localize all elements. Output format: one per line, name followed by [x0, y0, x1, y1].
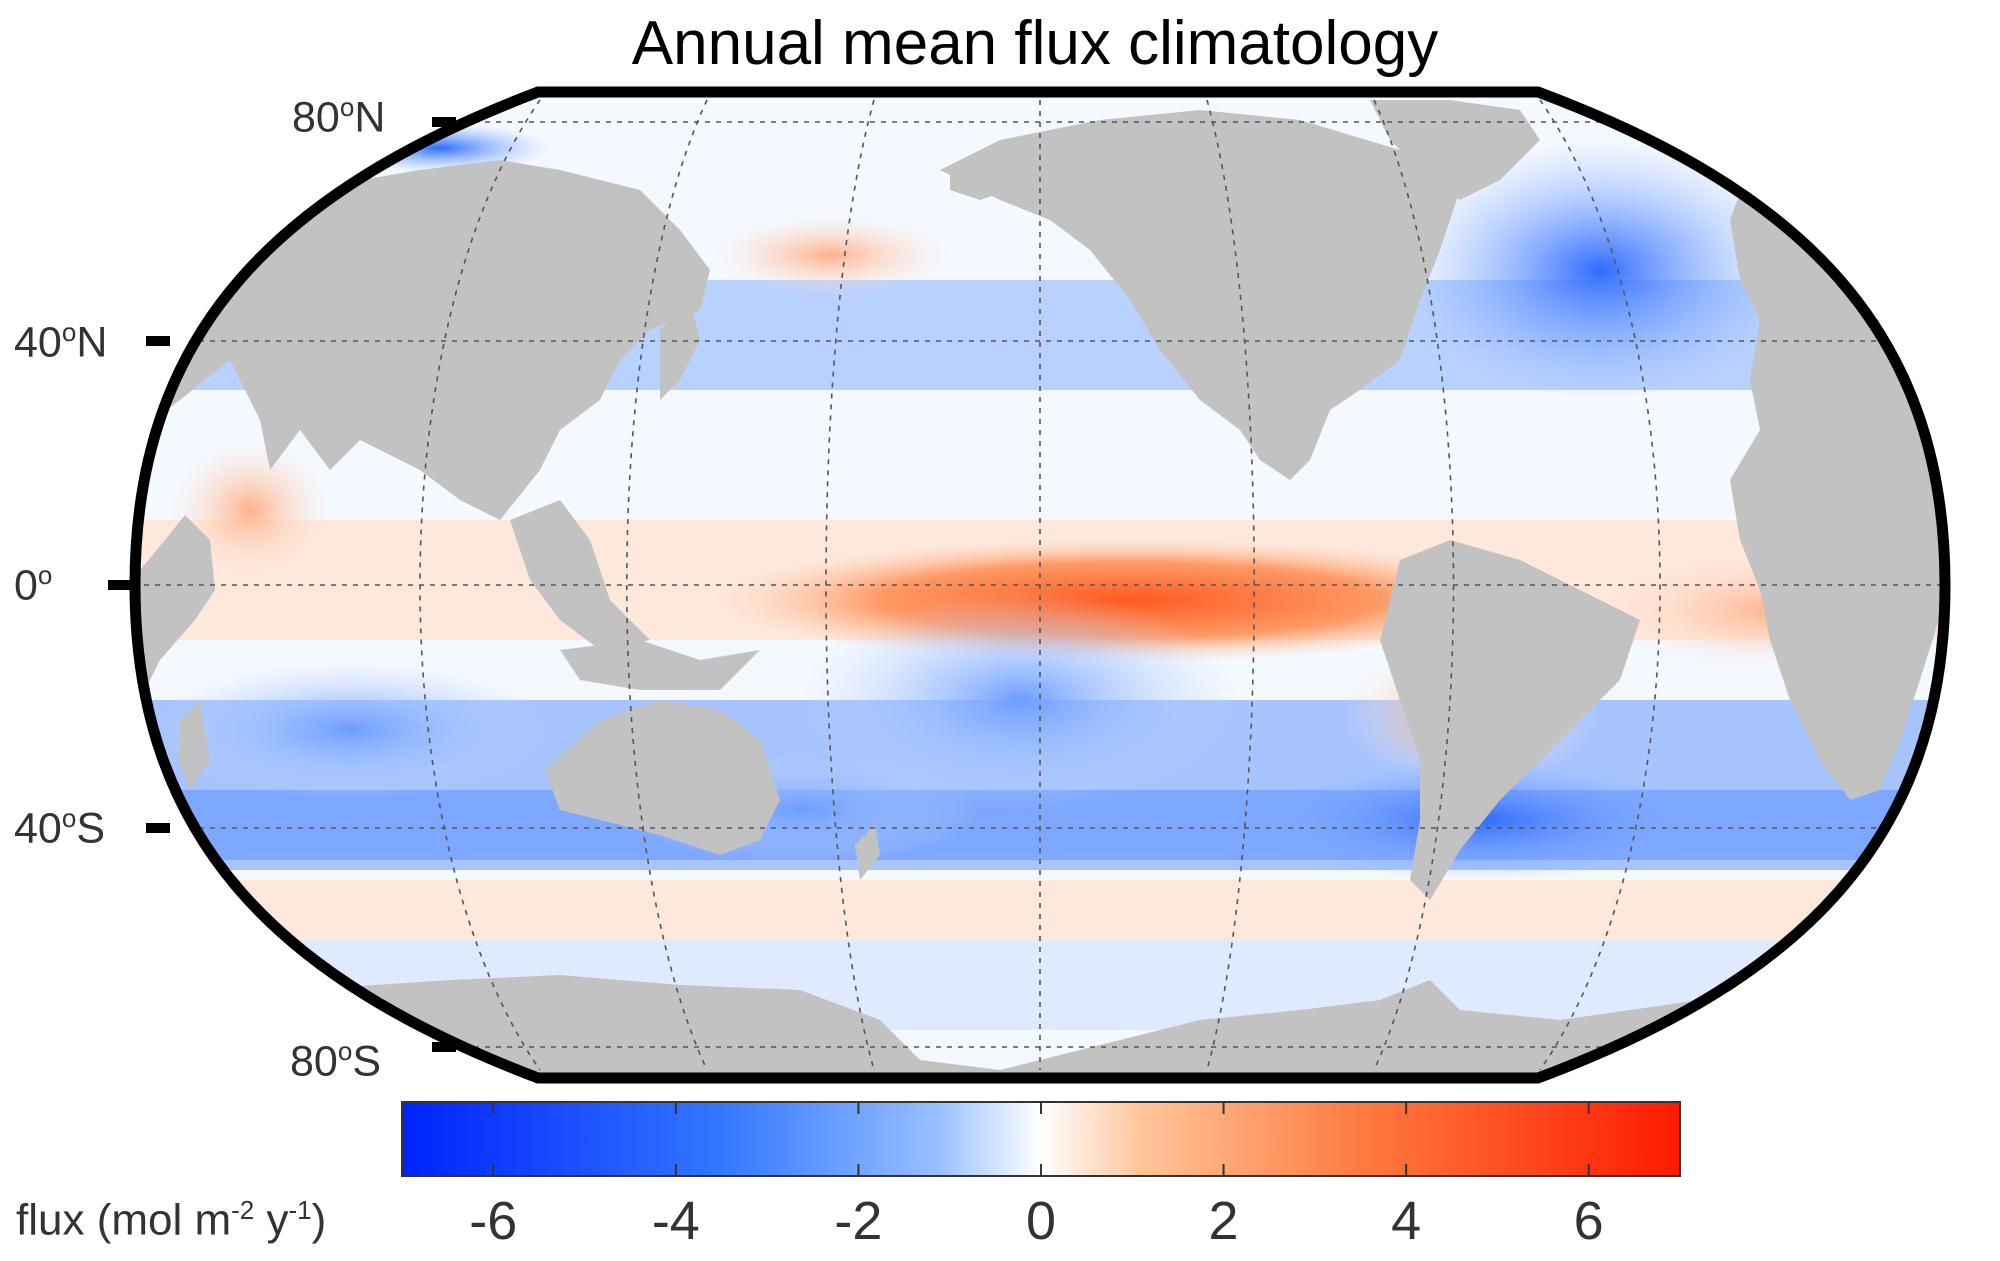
colorbar	[401, 1101, 1681, 1177]
new-zealand	[855, 825, 880, 880]
southeast-asia	[510, 500, 650, 650]
flux-south-indian-sink	[150, 660, 550, 800]
flux-band-antarctic-outgas	[135, 880, 1945, 940]
flux-north-atlantic	[1400, 140, 1800, 400]
eurasia-west	[140, 160, 710, 520]
flux-south-pacific-gyre	[800, 590, 1240, 810]
map-title: Annual mean flux climatology	[631, 9, 1439, 78]
map-frame	[129, 86, 1951, 1084]
arabia-africa-horn	[140, 515, 215, 700]
lat-label-40s: 40oS	[14, 803, 105, 853]
lat-label-0: 0o	[14, 560, 53, 610]
lat-label-80n: 80oN	[292, 92, 386, 142]
flux-subarctic-pacific	[710, 215, 950, 295]
south-america	[1380, 540, 1640, 900]
colorbar-title: flux (mol m-2 y-1)	[16, 1195, 327, 1245]
colorbar-ticks	[492, 1102, 1590, 1176]
antarctica	[135, 975, 1945, 1078]
colorbar-tick-label: 4	[1391, 1191, 1422, 1251]
latitude-ticks	[108, 117, 456, 1052]
colorbar-tick-label: -2	[834, 1191, 883, 1251]
lat-label-40n: 40oN	[14, 317, 108, 367]
greenland	[1370, 100, 1540, 200]
north-america	[940, 110, 1460, 480]
alaska-east	[950, 170, 1010, 200]
colorbar-tick-label: -4	[651, 1191, 700, 1251]
colorbar-tick-label: 2	[1208, 1191, 1239, 1251]
colorbar-tick-label: 6	[1573, 1191, 1604, 1251]
indonesia	[560, 640, 760, 690]
japan	[660, 300, 700, 400]
madagascar	[178, 700, 210, 790]
colorbar-tick-label: -6	[469, 1191, 518, 1251]
lat-label-80s: 80oS	[290, 1036, 381, 1086]
australia	[545, 700, 780, 855]
map-interior	[135, 92, 1945, 1078]
colorbar-tick-label: 0	[1025, 1191, 1057, 1251]
